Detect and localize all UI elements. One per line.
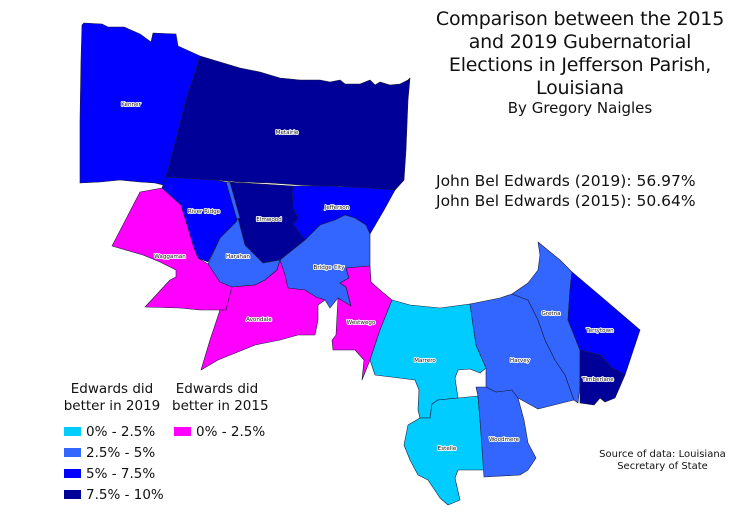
title-line-3: Elections in Jefferson Parish, [448, 54, 712, 76]
map-title: Comparison between the 2015 and 2019 Gub… [420, 8, 740, 100]
region-marrero [369, 299, 487, 419]
legend-col-2019: Edwards did better in 2019 [62, 381, 162, 415]
legend-label: 2.5% - 5% [86, 445, 156, 461]
label-marrero: Marrero [414, 358, 436, 364]
source-note: Source of data: Louisiana Secretary of S… [590, 449, 735, 473]
legend-swatch-cyan [64, 426, 81, 436]
legend-label: 5% - 7.5% [86, 466, 156, 482]
label-timberlane: Timberlane [581, 377, 614, 383]
label-kenner: Kenner [121, 102, 141, 108]
legend-header-2019-line1: Edwards did [70, 381, 154, 397]
byline: By Gregory Naigles [507, 99, 653, 117]
region-metairie [165, 55, 411, 191]
label-jefferson: Jefferson [324, 205, 350, 211]
result-2019: John Bel Edwards (2019): 56.97% [436, 172, 696, 190]
legend-item-2019-3: 7.5% - 10% [64, 486, 164, 504]
source-line-1: Source of data: Louisiana [599, 449, 726, 460]
legend-col-2015: Edwards did better in 2015 [172, 381, 269, 415]
legend-swatch-blue [64, 468, 81, 478]
legend-item-2019-0: 0% - 2.5% [64, 423, 155, 441]
legend-header-2019-line2: better in 2019 [63, 398, 161, 414]
label-harvey: Harvey [510, 358, 531, 364]
legend-header-2015-line2: better in 2015 [172, 398, 269, 414]
legend-item-2019-2: 5% - 7.5% [64, 465, 155, 483]
results-summary: John Bel Edwards (2019): 56.97% John Bel… [436, 171, 696, 211]
label-elmwood: Elmwood [256, 217, 282, 223]
label-waggaman: Waggaman [154, 254, 186, 260]
label-avondale: Avondale [246, 317, 272, 323]
source-line-2: Secretary of State [617, 461, 708, 472]
region-waggaman [111, 187, 233, 311]
legend-item-2019-1: 2.5% - 5% [64, 444, 155, 462]
legend-label: 0% - 2.5% [196, 424, 266, 440]
label-river-ridge: River Ridge [188, 209, 221, 215]
legend-item-2015-0: 0% - 2.5% [174, 423, 265, 441]
label-estelle: Estelle [438, 446, 457, 452]
legend-swatch-magenta [174, 426, 191, 436]
region-avondale [200, 259, 326, 371]
title-line-4: Louisiana [536, 77, 624, 99]
title-line-2: and 2019 Gubernatorial [468, 31, 692, 53]
label-metairie: Metairie [276, 130, 299, 136]
legend-label: 0% - 2.5% [86, 424, 156, 440]
label-woodmere: Woodmere [489, 437, 520, 443]
title-line-1: Comparison between the 2015 [435, 8, 725, 30]
place-labels: Kenner Metairie River Ridge Elmwood Jeff… [120, 101, 615, 453]
label-gretna: Gretna [541, 311, 560, 317]
label-harahan: Harahan [226, 254, 250, 260]
label-westwego: Westwego [347, 320, 376, 326]
region-harahan-strip [225, 181, 241, 221]
region-timberlane [579, 349, 626, 406]
legend-swatch-navy [64, 489, 81, 499]
legend-header-2015-line1: Edwards did [175, 381, 259, 397]
result-2015: John Bel Edwards (2015): 50.64% [436, 192, 696, 210]
label-bridge-city: Bridge City [314, 265, 346, 271]
label-terrytown: Terrytown [585, 328, 614, 334]
legend-label: 7.5% - 10% [86, 487, 164, 503]
legend-swatch-light-blue [64, 447, 81, 457]
